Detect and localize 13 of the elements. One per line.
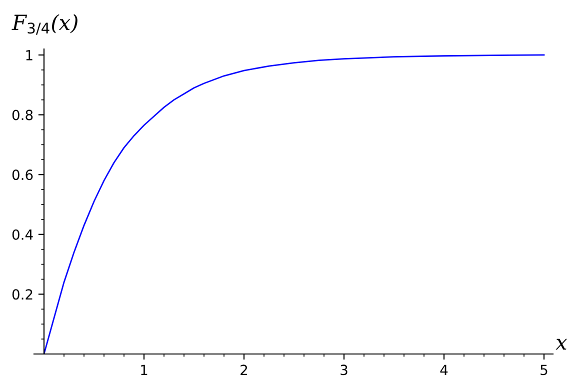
line-series	[43, 54, 545, 354]
x-tick-label: 5	[540, 364, 548, 376]
y-axis-title: F$_{3/4}$(x)	[12, 14, 78, 35]
y-tick-label: 0.4	[12, 229, 33, 240]
y-tick-label: 0.8	[12, 110, 33, 120]
x-tick-label: 1	[141, 364, 148, 375]
x-tick-label: 3	[340, 364, 348, 376]
y-tick-label: 1	[26, 50, 32, 60]
y-tick-label: 0.2	[12, 289, 32, 300]
x-tick-label: 2	[240, 364, 248, 375]
x-axis-title: x	[556, 338, 568, 350]
x-tick-label: 4	[440, 364, 448, 375]
y-tick-label: 0.6	[12, 170, 33, 180]
